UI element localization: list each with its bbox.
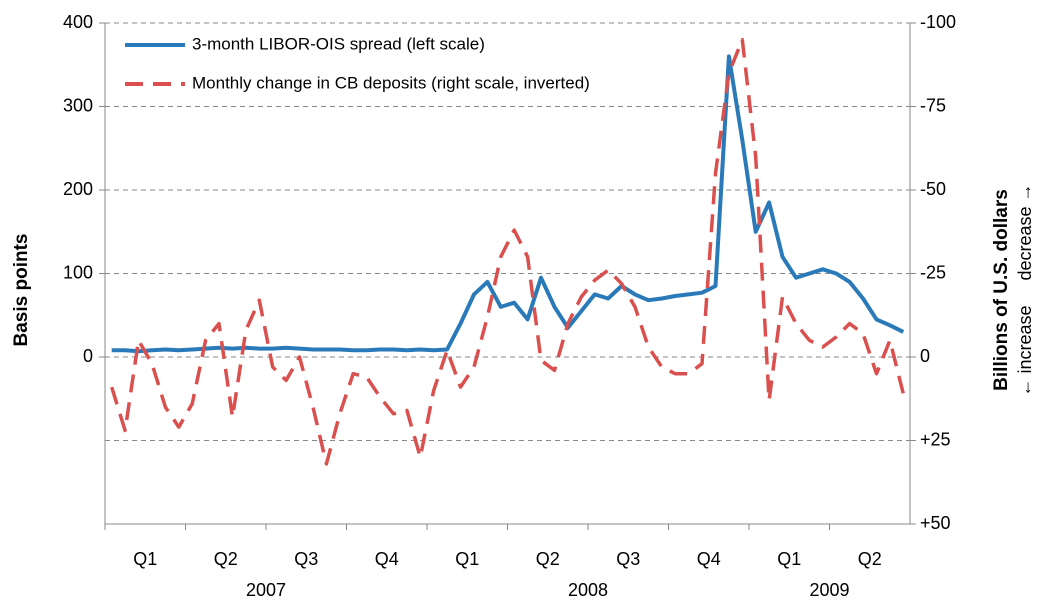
- y2-tick-label: +50: [920, 513, 951, 533]
- x-tick-label: Q3: [616, 549, 640, 569]
- x-group-label: 2007: [246, 580, 286, 600]
- y2-tick-label: -75: [920, 95, 946, 115]
- y2-tick-label: -100: [920, 12, 956, 32]
- y2-axis-note: ← increase decrease →: [1015, 183, 1035, 396]
- x-group-label: 2008: [568, 580, 608, 600]
- x-tick-label: Q1: [455, 549, 479, 569]
- x-tick-label: Q3: [294, 549, 318, 569]
- x-tick-label: Q2: [858, 549, 882, 569]
- legend-label: 3-month LIBOR-OIS spread (left scale): [192, 34, 485, 53]
- series-line: [111, 54, 905, 354]
- legend-label: Monthly change in CB deposits (right sca…: [192, 73, 590, 92]
- y-tick-label: 200: [63, 179, 93, 199]
- y2-tick-label: +25: [920, 429, 951, 449]
- y-tick-label: 400: [63, 12, 93, 32]
- y2-tick-label: 0: [920, 346, 930, 366]
- y-axis-title: Basis points: [11, 234, 32, 347]
- y-tick-label: 100: [63, 262, 93, 282]
- y2-tick-label: -50: [920, 179, 946, 199]
- x-tick-label: Q2: [214, 549, 238, 569]
- y-tick-label: 0: [83, 346, 93, 366]
- x-tick-label: Q4: [697, 549, 721, 569]
- y2-axis-title: Billions of U.S. dollars: [991, 189, 1012, 391]
- y-tick-label: 300: [63, 95, 93, 115]
- x-group-label: 2009: [809, 580, 849, 600]
- y2-tick-label: -25: [920, 262, 946, 282]
- x-tick-label: Q4: [375, 549, 399, 569]
- x-tick-label: Q1: [133, 549, 157, 569]
- series-line: [110, 37, 905, 466]
- x-tick-label: Q1: [777, 549, 801, 569]
- x-tick-label: Q2: [536, 549, 560, 569]
